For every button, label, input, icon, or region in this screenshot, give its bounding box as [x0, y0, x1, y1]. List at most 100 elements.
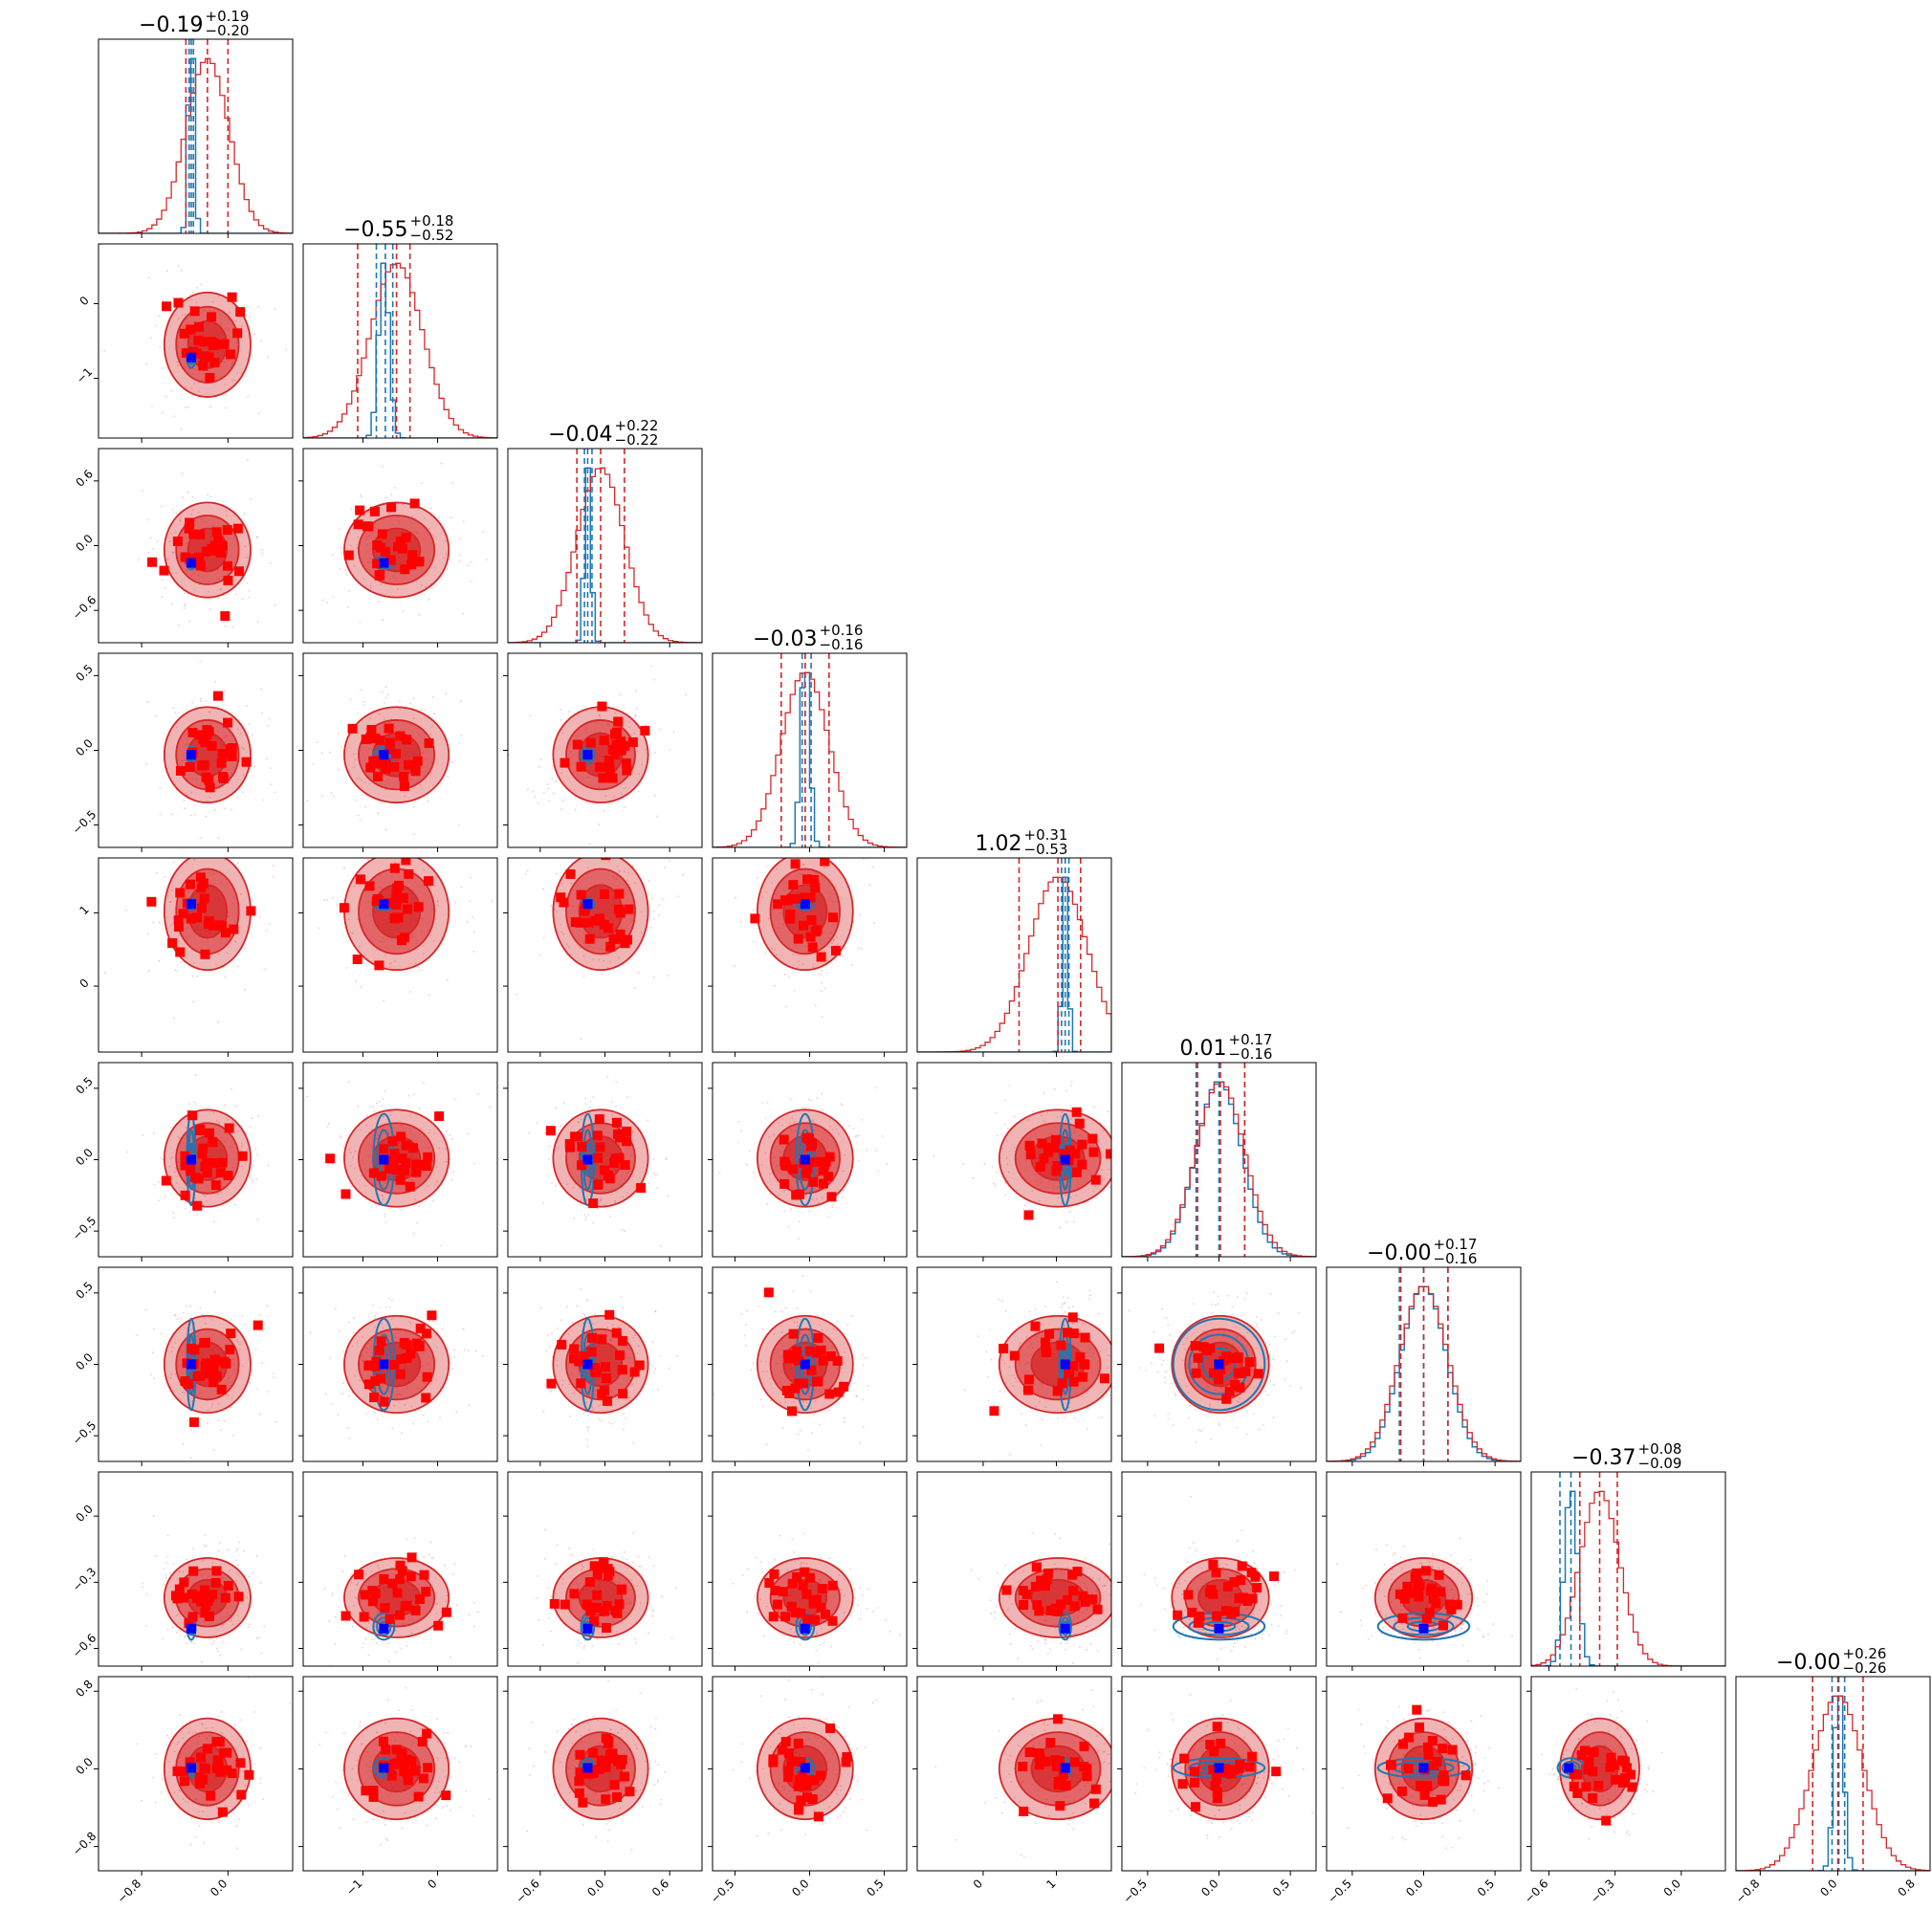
sample-dot-a [765, 1443, 768, 1446]
sample-dot-a [841, 1367, 844, 1370]
sample-dot-b [592, 1323, 594, 1325]
sample-dot-a [470, 876, 472, 879]
sample-dot-a [374, 1117, 377, 1120]
sample-dot-a [652, 910, 655, 912]
scatter-marker [818, 1166, 828, 1176]
sample-dot-a [170, 1373, 173, 1375]
sample-dot-a [774, 1310, 777, 1313]
sample-dot-b [189, 1323, 192, 1326]
sample-dot-a [190, 513, 193, 516]
sample-dot-a [158, 1181, 160, 1184]
scatter-marker [241, 757, 252, 767]
sample-dot-a [759, 919, 762, 922]
sample-dot-a [309, 1331, 312, 1334]
sample-dot-a [354, 1374, 357, 1377]
scatter-marker [1051, 1134, 1062, 1145]
sample-dot-a [145, 362, 148, 365]
scatter-marker [404, 759, 414, 770]
sample-dot-b [384, 1090, 386, 1092]
sample-dot-a [172, 779, 175, 782]
sample-dot-a [457, 823, 460, 826]
sample-dot-a [619, 693, 622, 696]
sample-dot-a [831, 942, 833, 944]
sample-dot-a [648, 879, 650, 882]
sample-dot-b [1061, 1111, 1063, 1114]
scatter-marker [146, 896, 157, 907]
sample-dot-a [174, 711, 177, 714]
sample-dot-a [765, 1370, 768, 1372]
sample-dot-a [561, 800, 564, 801]
scatter-marker [204, 917, 214, 928]
sample-dot-a [600, 1403, 602, 1406]
sample-dot-a [569, 882, 572, 884]
scatter-marker [193, 336, 204, 346]
sample-dot-a [516, 993, 517, 996]
sample-dot-a [184, 603, 187, 605]
sample-dot-a [267, 725, 270, 728]
sample-dot-a [574, 808, 577, 811]
sample-dot-a [231, 572, 234, 575]
sample-dot-a [551, 1332, 553, 1335]
sample-dot-a [168, 1165, 171, 1168]
sample-dot-a [849, 855, 851, 857]
sample-dot-a [618, 1326, 620, 1328]
contour-panel [135, 1290, 277, 1460]
sample-dot-b [186, 1327, 188, 1329]
sample-dot-a [761, 896, 764, 899]
sample-dot-a [266, 930, 268, 932]
sample-dot-a [171, 1350, 173, 1353]
sample-dot-a [616, 1397, 619, 1400]
sample-dot-a [551, 778, 553, 779]
scatter-marker [215, 1168, 226, 1178]
scatter-marker [193, 1174, 204, 1184]
sample-dot-a [777, 1194, 779, 1197]
scatter-marker [793, 933, 803, 944]
scatter-marker [369, 506, 380, 516]
sample-dot-a [320, 795, 323, 798]
sample-dot-a [933, 1154, 935, 1157]
sample-dot-a [340, 546, 342, 549]
sample-dot-a [424, 517, 427, 520]
sample-dot-a [790, 1208, 792, 1211]
scatter-marker [197, 903, 208, 913]
sample-dot-a [429, 734, 432, 735]
sample-dot-a [797, 1325, 799, 1328]
sample-dot-a [260, 340, 262, 342]
sample-dot-a [836, 936, 838, 938]
sample-dot-a [171, 508, 174, 511]
scatter-marker [391, 899, 402, 910]
scatter-marker [180, 1151, 190, 1161]
sample-dot-a [761, 1405, 764, 1408]
sample-dot-a [1065, 1221, 1068, 1223]
sample-dot-a [202, 1194, 205, 1197]
sample-dot-a [364, 727, 367, 730]
sample-dot-a [586, 867, 589, 869]
sample-dot-a [862, 1364, 865, 1367]
sample-dot-a [353, 766, 355, 769]
sample-dot-a [354, 758, 356, 761]
sample-dot-a [1004, 1182, 1006, 1184]
scatter-marker [570, 917, 581, 928]
sample-dot-a [249, 530, 252, 533]
sample-dot-a [254, 1348, 257, 1350]
sample-dot-a [1004, 1194, 1007, 1197]
sample-dot-a [186, 794, 188, 797]
sample-dot-a [196, 976, 199, 977]
sample-dot-a [389, 512, 391, 514]
sample-dot-a [636, 707, 638, 710]
sample-dot-b [1067, 1206, 1070, 1209]
scatter-marker [387, 1155, 398, 1166]
sample-dot-a [412, 697, 415, 700]
sample-dot-a [145, 763, 147, 766]
sample-dot-a [423, 1415, 425, 1416]
sample-dot-a [433, 885, 436, 887]
sample-dot-a [608, 960, 611, 963]
scatter-marker [779, 1178, 790, 1189]
sample-dot-a [549, 1145, 552, 1148]
sample-dot-a [171, 1346, 174, 1349]
sample-dot-a [372, 1106, 375, 1109]
sample-dot-a [257, 305, 260, 308]
sample-dot-a [231, 1435, 234, 1437]
sample-dot-a [560, 931, 563, 933]
sample-dot-a [408, 991, 411, 993]
